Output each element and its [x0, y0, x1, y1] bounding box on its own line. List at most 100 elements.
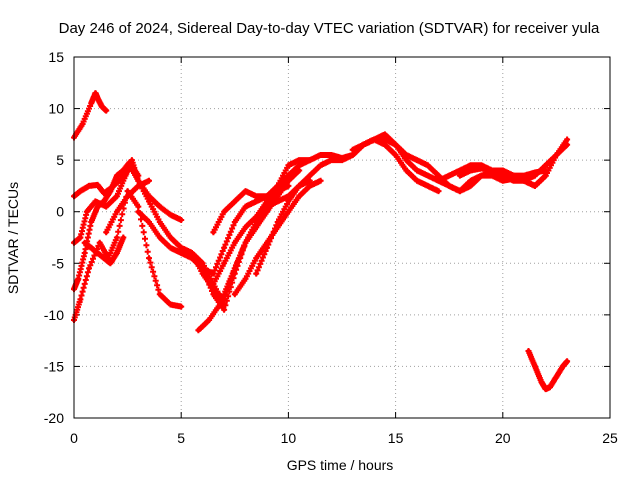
data-point [114, 235, 120, 240]
data-point [329, 157, 334, 163]
data-point [206, 317, 212, 323]
data-point [425, 173, 430, 178]
data-point [393, 152, 398, 158]
data-point [447, 183, 452, 189]
data-point [436, 178, 441, 183]
data-point [350, 152, 355, 158]
data-point [179, 217, 184, 223]
data-point [121, 235, 126, 240]
series-arc-06 [81, 234, 127, 267]
data-point [318, 152, 323, 158]
x-axis-label: GPS time / hours [287, 457, 394, 473]
data-point [264, 199, 270, 204]
data-point [78, 297, 83, 302]
data-point [511, 173, 516, 178]
data-point [554, 374, 559, 379]
series-arc-07 [103, 177, 152, 236]
data-point [86, 266, 92, 271]
data-point [146, 178, 152, 183]
data-point [564, 142, 570, 147]
data-point [254, 199, 259, 204]
data-point [457, 173, 463, 178]
data-point [125, 194, 130, 199]
data-point [468, 168, 473, 173]
data-marks [71, 90, 571, 393]
data-point [189, 250, 195, 256]
data-point [196, 328, 201, 333]
data-point [97, 240, 102, 245]
data-point [457, 168, 463, 173]
data-point [414, 157, 420, 163]
data-point [93, 90, 98, 96]
data-point [254, 194, 259, 199]
data-point [179, 304, 184, 309]
data-point [95, 250, 100, 256]
data-point [318, 178, 323, 183]
data-point [543, 163, 548, 168]
data-point [468, 183, 473, 189]
data-point [211, 286, 216, 292]
data-point [382, 132, 388, 137]
data-point [318, 163, 323, 168]
series-arc-14 [253, 177, 313, 277]
data-point [99, 104, 105, 109]
data-point [296, 194, 302, 199]
data-point [371, 137, 377, 142]
x-tick-label: 15 [388, 430, 404, 446]
data-point [275, 188, 280, 194]
data-point [329, 152, 334, 158]
series-arc-12 [210, 167, 303, 287]
data-point [286, 199, 291, 204]
data-point [243, 240, 248, 245]
data-point [532, 183, 538, 189]
data-point [95, 204, 100, 209]
y-tick-label: -5 [52, 255, 65, 271]
data-point [217, 302, 222, 307]
data-point [114, 250, 120, 256]
data-point [275, 219, 280, 225]
data-point [296, 163, 302, 168]
data-point [103, 230, 109, 235]
data-point [254, 224, 259, 230]
data-point [101, 255, 107, 261]
y-axis-label: SDTVAR / TECUs [5, 182, 21, 294]
data-point [436, 173, 441, 178]
data-point [168, 212, 173, 218]
data-point [447, 173, 452, 178]
data-point [339, 157, 345, 163]
data-point [146, 255, 152, 261]
data-point [243, 204, 248, 209]
plot-frame [73, 56, 611, 419]
y-tick-label: -15 [44, 358, 64, 374]
data-point [500, 170, 505, 175]
data-point [221, 307, 227, 312]
data-point [157, 204, 162, 209]
data-point [296, 168, 302, 173]
data-point [425, 183, 430, 189]
data-point [157, 292, 162, 297]
data-point [307, 183, 313, 189]
x-tick-label: 5 [177, 430, 185, 446]
x-tick-label: 0 [70, 430, 78, 446]
data-point [286, 183, 291, 189]
data-point [221, 209, 227, 214]
data-point [226, 281, 231, 287]
data-point [243, 224, 248, 230]
data-point [108, 261, 113, 266]
data-point [254, 255, 259, 261]
y-tick-label: 15 [48, 49, 64, 65]
data-point [121, 168, 126, 173]
data-point [200, 271, 205, 276]
data-point [179, 245, 184, 251]
data-point [82, 250, 87, 256]
data-point [103, 204, 109, 209]
data-point [95, 182, 100, 188]
data-point [157, 235, 162, 240]
data-point [101, 199, 107, 204]
data-point [88, 245, 94, 251]
data-point [436, 188, 441, 194]
data-point [275, 183, 280, 189]
data-point [136, 204, 141, 209]
data-point [489, 168, 495, 173]
